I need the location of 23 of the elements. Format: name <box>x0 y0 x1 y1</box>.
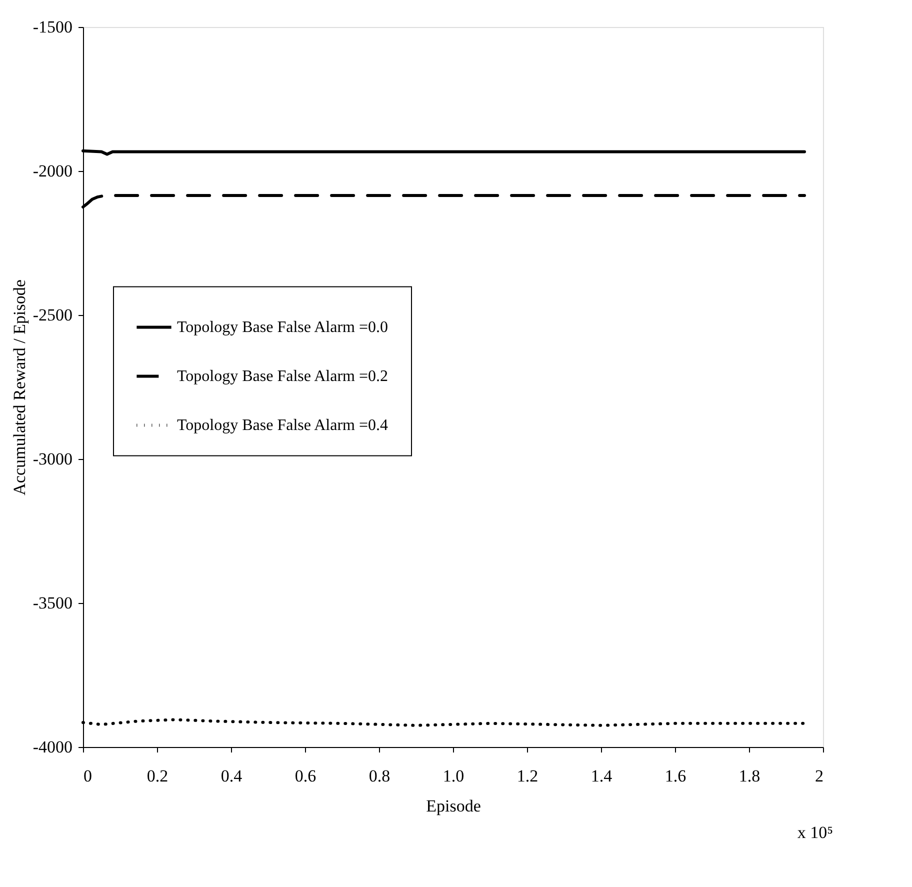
legend-label: Topology Base False Alarm =0.0 <box>177 319 388 336</box>
x-tick-label: 0.8 <box>368 766 390 786</box>
y-tick-label: -2500 <box>32 306 72 324</box>
x-tick-label: 1.2 <box>516 766 538 786</box>
legend-label: Topology Base False Alarm =0.2 <box>177 368 388 386</box>
y-tick-label: -1500 <box>32 18 72 36</box>
x-tick-label: 0.2 <box>146 766 168 786</box>
x-tick-label: 1.8 <box>738 766 760 786</box>
x-tick-label: 0.6 <box>294 766 316 786</box>
y-tick-label: -3000 <box>32 450 72 468</box>
text: x 10⁵ <box>797 823 834 842</box>
y-tick-label: -4000 <box>32 738 72 756</box>
x-axis-title: Episode <box>426 796 481 816</box>
legend-label: Topology Base False Alarm =0.4 <box>177 417 388 434</box>
x-tick-label: 1.0 <box>442 766 464 786</box>
x-tick-label: 2 <box>815 766 824 786</box>
x-tick-label: 0 <box>84 766 92 786</box>
x-tick-label: 1.6 <box>664 766 686 786</box>
x-tick-label: 0.4 <box>220 766 243 786</box>
y-tick-label: -2000 <box>32 162 72 180</box>
x-tick-label: 1.4 <box>590 766 613 786</box>
y-tick-label: -3500 <box>32 594 72 612</box>
y-axis-title: Accumulated Reward / Episode <box>10 280 29 496</box>
